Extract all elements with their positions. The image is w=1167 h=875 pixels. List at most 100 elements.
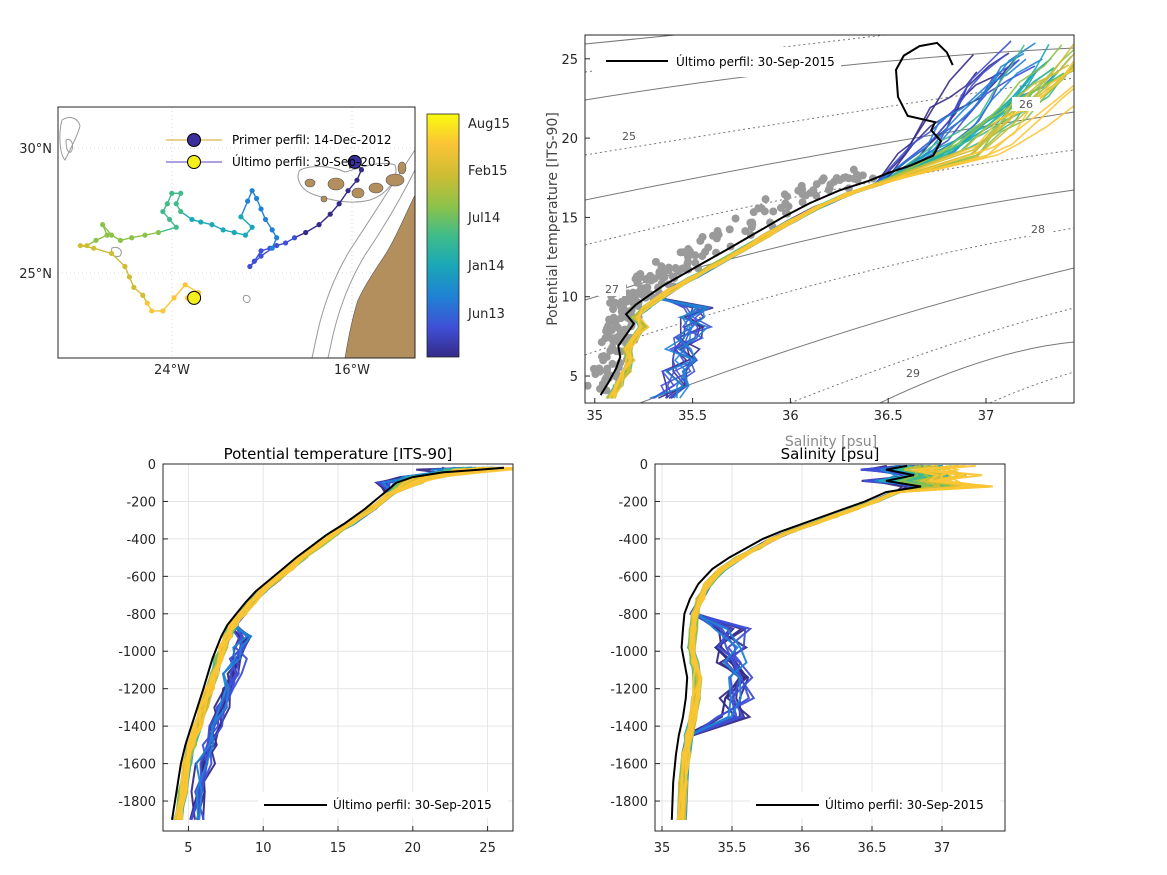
track-point — [117, 237, 124, 243]
ts-historical-point — [608, 359, 617, 368]
ts-historical-point — [592, 365, 601, 374]
density-contour — [585, 77, 1074, 156]
track-point — [160, 308, 166, 314]
ts-historical-point — [678, 264, 687, 273]
sal-ytick-label: -600 — [618, 570, 648, 585]
map-frame — [57, 106, 416, 359]
colorbar-label: Jan14 — [467, 259, 505, 274]
density-contour — [989, 371, 1074, 403]
ts-historical-point — [671, 264, 680, 273]
sal-xtick-label: 37 — [934, 841, 951, 856]
track-point — [354, 177, 360, 183]
ts-ytick-label: 20 — [561, 132, 578, 147]
sal-legend-label: Último perfil: 30-Sep-2015 — [825, 797, 984, 812]
temp-ytick-label: 0 — [148, 458, 156, 473]
track-point — [108, 232, 115, 238]
sal-background — [655, 464, 1005, 831]
track-point — [262, 216, 269, 223]
ts-historical-point — [602, 325, 611, 334]
ts-xtick-label: 37 — [978, 409, 995, 424]
bathymetry-contour — [297, 162, 397, 203]
track-segment — [111, 252, 126, 267]
ts-historical-point — [698, 252, 707, 261]
track-point — [155, 229, 162, 236]
track-point — [245, 198, 251, 204]
track-point — [238, 214, 244, 220]
ts-historical-point — [627, 306, 636, 315]
africa-land — [344, 194, 415, 358]
ts-historical-point — [638, 290, 647, 299]
track-point — [84, 242, 90, 249]
track-segment — [93, 247, 112, 255]
sal-ytick-label: -1600 — [610, 758, 648, 773]
ts-panel: 25 26 27 28 29 Último perfil: 30-Sep-201… — [545, 34, 1075, 450]
temp-profile-line — [180, 466, 492, 820]
sal-ytick-label: -1200 — [610, 683, 648, 698]
track-point — [91, 245, 97, 251]
track-point — [345, 188, 351, 194]
sal-ytick-label: -1000 — [610, 645, 648, 660]
sal-ytick-label: -400 — [618, 533, 648, 548]
sal-axis-ticks: 35 35.5 36 36.5 37 0 -200 -400 -600 -800 -1000 -120… — [610, 458, 950, 856]
track-point — [258, 248, 264, 254]
sal-last-profile — [670, 464, 922, 820]
track-segment — [338, 190, 349, 205]
track-point — [93, 237, 99, 243]
temperature-panel: Potential temperature [ITS-90] Último pe… — [118, 445, 514, 856]
island — [385, 173, 405, 187]
sal-xtick-label: 35 — [654, 841, 671, 856]
ts-last-profile-line — [599, 41, 954, 396]
density-contour-label: 29 — [906, 367, 920, 380]
colorbar-label: Aug15 — [468, 117, 510, 132]
bathymetry-contour — [327, 169, 415, 358]
map-content — [58, 107, 415, 358]
track-point — [274, 242, 280, 249]
track-segment — [158, 226, 177, 234]
ts-last-profile — [599, 41, 954, 396]
temp-xtick-label: 20 — [405, 841, 422, 856]
track-point — [108, 250, 115, 257]
colorbar: Aug15 Feb15 Jul14 Jan14 Jun13 — [426, 113, 510, 358]
island — [320, 195, 328, 203]
temp-ytick-label: -1200 — [118, 683, 156, 698]
track-point — [171, 295, 177, 301]
ts-historical-point — [691, 258, 700, 267]
sal-ytick-label: 0 — [640, 458, 648, 473]
ts-ytick-label: 5 — [570, 370, 578, 385]
ts-xtick-label: 36 — [782, 409, 799, 424]
island — [304, 178, 316, 188]
ts-historical-point — [619, 303, 628, 312]
ts-historical-point — [825, 184, 834, 193]
sal-xtick-label: 36.5 — [858, 841, 887, 856]
ts-historical-point — [749, 208, 758, 217]
map-lat-tick: 25°N — [19, 267, 52, 282]
sal-content: Último perfil: 30-Sep-2015 — [655, 464, 1005, 831]
ts-historical-point — [780, 190, 789, 199]
ts-xlabel: Salinity [psu] — [785, 434, 877, 450]
ts-historical-point — [731, 214, 740, 223]
ts-profile-line — [612, 84, 1074, 399]
track-point — [258, 253, 264, 259]
track-point — [104, 232, 110, 238]
temp-xtick-label: 10 — [255, 841, 272, 856]
sal-ytick-label: -1800 — [610, 795, 648, 810]
temp-xtick-label: 15 — [330, 841, 347, 856]
ts-historical-point — [812, 180, 821, 189]
sal-colored-profiles — [676, 464, 993, 821]
track-point — [303, 229, 309, 236]
temp-ytick-label: -1800 — [118, 795, 156, 810]
ts-historical-point — [616, 314, 625, 323]
track-point — [164, 201, 170, 207]
bathymetry-contour — [59, 117, 81, 161]
density-contour — [585, 227, 1074, 356]
bathymetry-contour — [242, 295, 251, 303]
ts-legend-label: Último perfil: 30-Sep-2015 — [676, 54, 835, 69]
track-point — [291, 235, 298, 241]
map-lat-tick: 30°N — [19, 142, 52, 157]
track-segment — [162, 297, 175, 312]
track-point — [269, 227, 275, 233]
ts-historical-point — [794, 186, 803, 195]
sal-frame — [654, 463, 1006, 832]
sal-title: Salinity [psu] — [781, 445, 880, 463]
ts-historical-point — [769, 207, 778, 216]
